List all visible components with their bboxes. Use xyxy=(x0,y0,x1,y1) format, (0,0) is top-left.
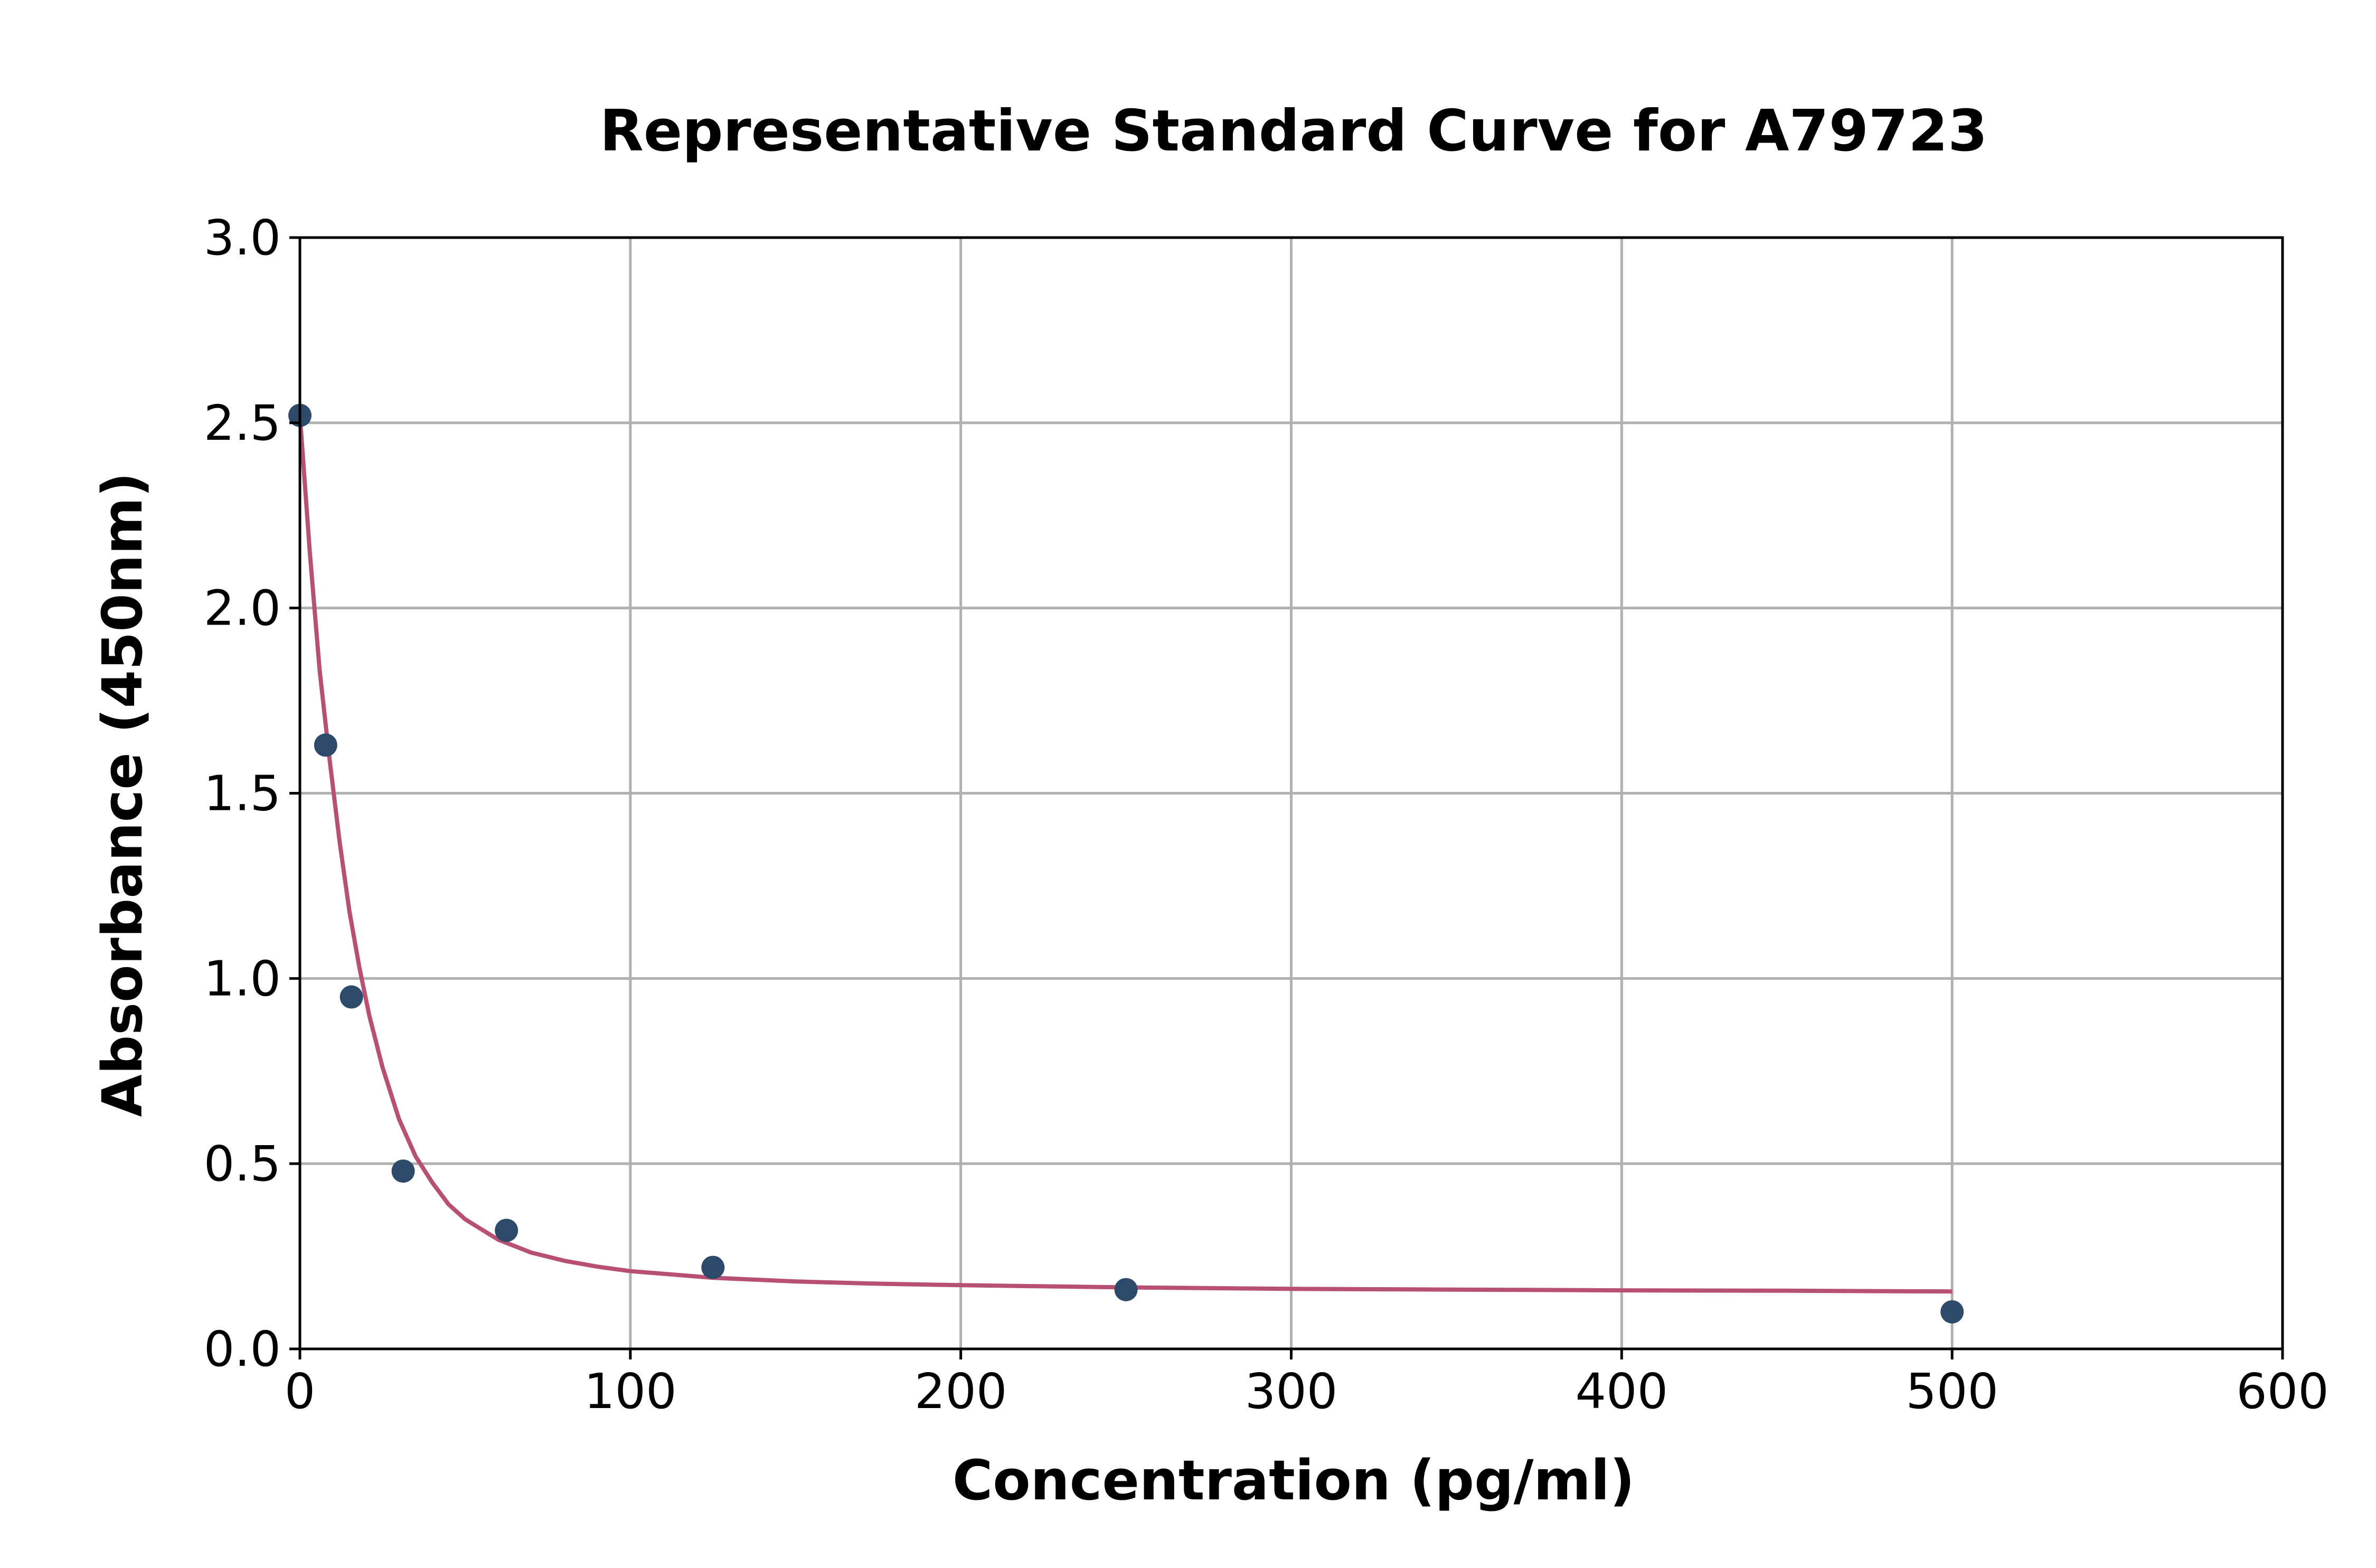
x-tick-label: 400 xyxy=(1576,1363,1668,1420)
x-axis-label: Concentration (pg/ml) xyxy=(953,1448,1635,1513)
y-tick-label: 0.5 xyxy=(204,1136,281,1192)
gridlines xyxy=(298,236,2284,1350)
data-point xyxy=(314,733,337,757)
y-tick-label: 1.5 xyxy=(204,766,281,822)
y-tick-label: 1.0 xyxy=(204,950,281,1007)
y-tick-label: 0.0 xyxy=(204,1321,281,1377)
chart-title: Representative Standard Curve for A79723 xyxy=(600,98,1988,164)
y-tick-label: 2.5 xyxy=(204,395,281,451)
x-tick-label: 100 xyxy=(584,1363,677,1420)
fit-curve-layer xyxy=(298,415,1953,1294)
data-point xyxy=(1940,1300,1964,1324)
y-axis-label: Absorbance (450nm) xyxy=(90,472,155,1117)
x-tick-label: 200 xyxy=(914,1363,1007,1420)
y-tick-label: 2.0 xyxy=(204,580,281,637)
data-point xyxy=(701,1255,725,1279)
data-point xyxy=(391,1159,415,1183)
x-tick-label: 600 xyxy=(2236,1363,2329,1420)
x-tick-label: 300 xyxy=(1245,1363,1338,1420)
data-points-layer xyxy=(288,403,1964,1324)
y-tick-label: 3.0 xyxy=(204,210,281,266)
data-point xyxy=(340,985,363,1009)
data-point xyxy=(495,1218,518,1242)
y-axis-ticks: 0.0 0.5 1.0 1.5 2.0 2.5 3.0 xyxy=(204,210,300,1377)
data-point xyxy=(1114,1278,1138,1301)
x-tick-label: 500 xyxy=(1906,1363,1998,1420)
fit-curve-line xyxy=(298,415,1953,1294)
x-tick-label: 0 xyxy=(285,1363,316,1420)
x-axis-ticks: 0 100 200 300 400 500 600 xyxy=(285,1349,2329,1420)
